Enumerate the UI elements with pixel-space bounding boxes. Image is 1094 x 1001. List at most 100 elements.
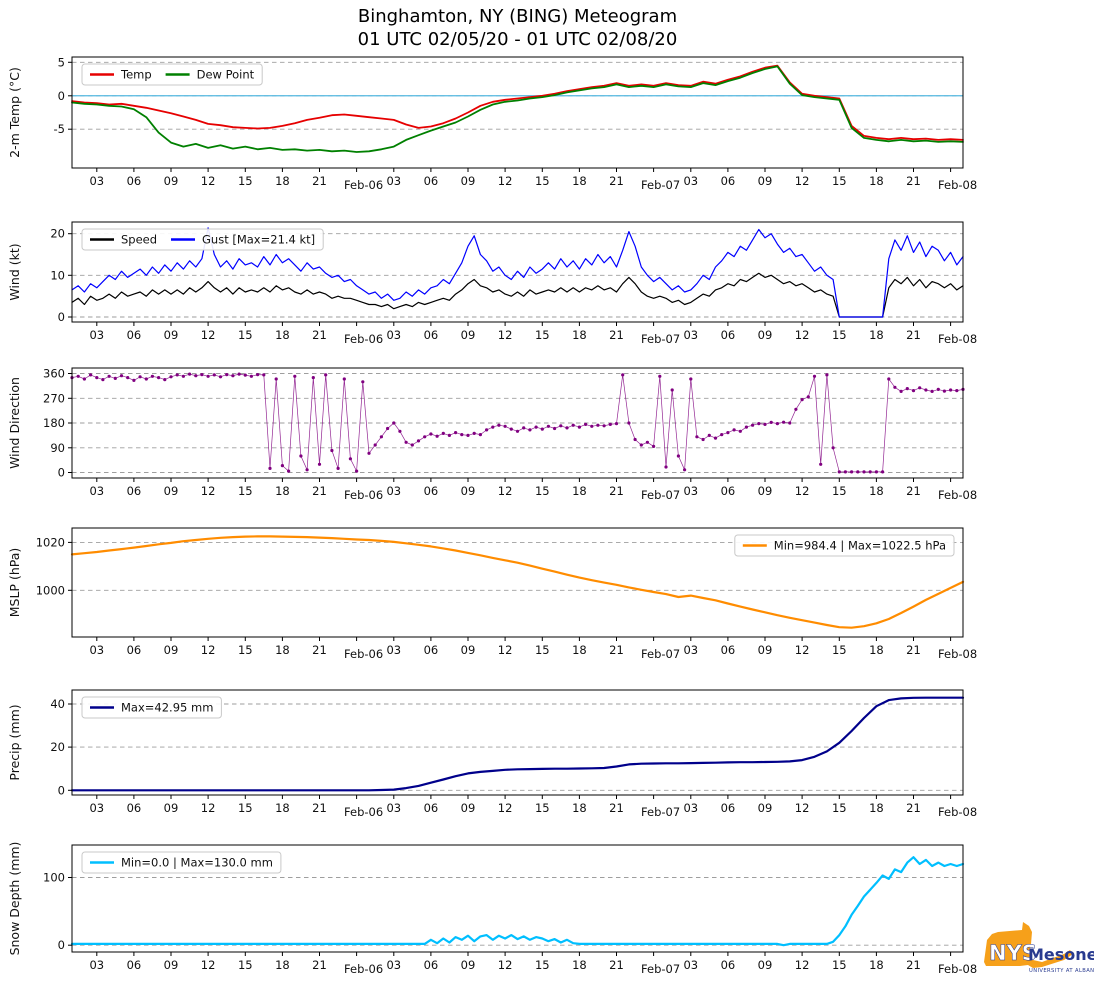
svg-text:21: 21 bbox=[906, 643, 921, 657]
legend-temp: Temp Dew Point bbox=[81, 63, 263, 86]
svg-text:03: 03 bbox=[683, 174, 698, 188]
svg-text:09: 09 bbox=[758, 328, 773, 342]
svg-text:06: 06 bbox=[721, 328, 736, 342]
svg-text:03: 03 bbox=[683, 643, 698, 657]
svg-text:06: 06 bbox=[424, 328, 439, 342]
svg-text:03: 03 bbox=[683, 958, 698, 972]
svg-text:15: 15 bbox=[832, 174, 847, 188]
svg-text:12: 12 bbox=[201, 958, 216, 972]
x-axis-mslp: 03 06 09 12 15 18 21 Feb-06 03 06 09 12 15 18 21 Feb-07… bbox=[89, 637, 977, 661]
svg-text:06: 06 bbox=[127, 484, 142, 498]
svg-text:03: 03 bbox=[89, 801, 104, 815]
ylabel-wind: Wind (kt) bbox=[7, 243, 22, 300]
svg-text:06: 06 bbox=[127, 328, 142, 342]
svg-text:Feb-08: Feb-08 bbox=[938, 178, 977, 192]
svg-text:12: 12 bbox=[201, 801, 216, 815]
svg-text:12: 12 bbox=[498, 328, 513, 342]
svg-text:-5: -5 bbox=[54, 122, 65, 136]
svg-text:Feb-08: Feb-08 bbox=[938, 332, 977, 346]
ylabel-temp: 2-m Temp (°C) bbox=[7, 67, 22, 158]
svg-text:21: 21 bbox=[906, 328, 921, 342]
figure-title: Binghamton, NY (BING) Meteogram 01 UTC 0… bbox=[72, 6, 963, 51]
svg-text:09: 09 bbox=[461, 174, 476, 188]
svg-text:06: 06 bbox=[424, 484, 439, 498]
y-axis-mslp: 1000 1020 bbox=[36, 535, 72, 597]
plot-box-wind-direction bbox=[71, 367, 964, 479]
gridlines-snow-depth bbox=[72, 877, 963, 946]
svg-text:03: 03 bbox=[683, 484, 698, 498]
svg-text:18: 18 bbox=[572, 643, 587, 657]
svg-text:12: 12 bbox=[201, 174, 216, 188]
svg-text:06: 06 bbox=[721, 484, 736, 498]
svg-text:Feb-06: Feb-06 bbox=[344, 805, 383, 819]
svg-text:15: 15 bbox=[832, 801, 847, 815]
title-line1: Binghamton, NY (BING) Meteogram bbox=[357, 6, 678, 27]
svg-text:03: 03 bbox=[89, 484, 104, 498]
svg-text:12: 12 bbox=[201, 484, 216, 498]
svg-text:09: 09 bbox=[461, 643, 476, 657]
legend-precip: Max=42.95 mm bbox=[81, 696, 222, 719]
svg-text:Feb-06: Feb-06 bbox=[344, 488, 383, 502]
plot-box-precip bbox=[71, 689, 964, 796]
svg-text:09: 09 bbox=[164, 643, 179, 657]
svg-text:12: 12 bbox=[795, 958, 810, 972]
ylabel-mslp: MSLP (hPa) bbox=[7, 548, 22, 618]
svg-text:Feb-08: Feb-08 bbox=[938, 647, 977, 661]
svg-text:18: 18 bbox=[869, 643, 884, 657]
svg-text:18: 18 bbox=[869, 174, 884, 188]
svg-text:09: 09 bbox=[164, 801, 179, 815]
svg-text:270: 270 bbox=[43, 391, 65, 405]
svg-text:18: 18 bbox=[572, 958, 587, 972]
svg-text:03: 03 bbox=[89, 328, 104, 342]
svg-text:21: 21 bbox=[609, 328, 624, 342]
legend-snow-depth: Min=0.0 | Max=130.0 mm bbox=[81, 851, 282, 874]
svg-text:18: 18 bbox=[869, 484, 884, 498]
svg-text:21: 21 bbox=[906, 484, 921, 498]
ylabel-precip: Precip (mm) bbox=[7, 704, 22, 780]
svg-text:21: 21 bbox=[609, 801, 624, 815]
svg-text:06: 06 bbox=[721, 174, 736, 188]
svg-text:90: 90 bbox=[50, 441, 65, 455]
svg-text:Feb-06: Feb-06 bbox=[344, 647, 383, 661]
svg-text:18: 18 bbox=[869, 801, 884, 815]
svg-text:15: 15 bbox=[238, 484, 253, 498]
svg-text:Feb-08: Feb-08 bbox=[938, 488, 977, 502]
svg-text:06: 06 bbox=[424, 643, 439, 657]
svg-text:Feb-07: Feb-07 bbox=[641, 647, 680, 661]
series-gust bbox=[71, 227, 964, 318]
ny-state-shape bbox=[984, 922, 1073, 968]
svg-text:12: 12 bbox=[795, 484, 810, 498]
series-direction bbox=[70, 372, 965, 474]
svg-text:Feb-08: Feb-08 bbox=[938, 805, 977, 819]
svg-text:09: 09 bbox=[164, 174, 179, 188]
svg-text:15: 15 bbox=[238, 801, 253, 815]
svg-text:03: 03 bbox=[386, 958, 401, 972]
svg-text:Min=984.4 | Max=1022.5 hPa: Min=984.4 | Max=1022.5 hPa bbox=[774, 539, 946, 553]
svg-text:06: 06 bbox=[127, 643, 142, 657]
svg-text:21: 21 bbox=[312, 958, 327, 972]
svg-text:12: 12 bbox=[498, 801, 513, 815]
svg-text:03: 03 bbox=[89, 958, 104, 972]
svg-text:09: 09 bbox=[758, 484, 773, 498]
svg-text:21: 21 bbox=[609, 484, 624, 498]
svg-text:12: 12 bbox=[201, 328, 216, 342]
svg-text:0: 0 bbox=[58, 466, 65, 480]
svg-text:Feb-08: Feb-08 bbox=[938, 962, 977, 976]
svg-text:Min=0.0 | Max=130.0 mm: Min=0.0 | Max=130.0 mm bbox=[121, 856, 273, 870]
svg-text:06: 06 bbox=[127, 174, 142, 188]
logo-nys-text: NYS bbox=[989, 941, 1037, 965]
svg-text:21: 21 bbox=[609, 643, 624, 657]
svg-text:06: 06 bbox=[721, 958, 736, 972]
svg-text:12: 12 bbox=[795, 328, 810, 342]
svg-text:15: 15 bbox=[535, 174, 550, 188]
logo-mesonet-text: Mesonet bbox=[1028, 945, 1094, 964]
series-precip bbox=[70, 696, 965, 792]
svg-text:06: 06 bbox=[127, 801, 142, 815]
svg-text:09: 09 bbox=[758, 801, 773, 815]
svg-text:06: 06 bbox=[721, 801, 736, 815]
svg-text:15: 15 bbox=[832, 484, 847, 498]
svg-text:12: 12 bbox=[795, 174, 810, 188]
